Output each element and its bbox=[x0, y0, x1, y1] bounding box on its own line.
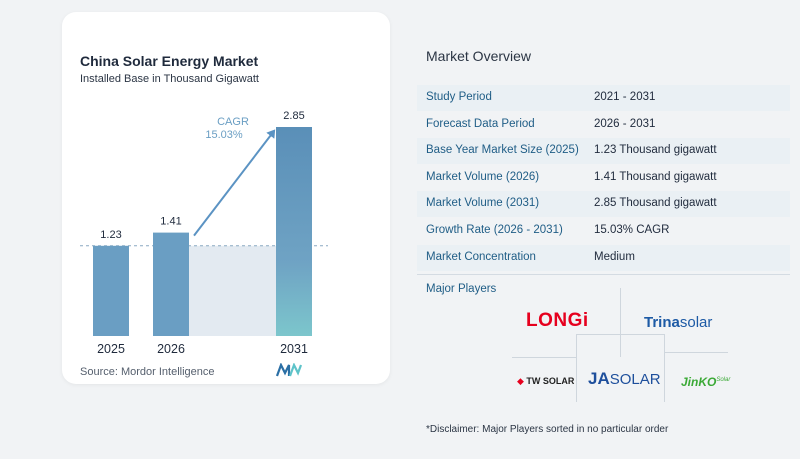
tw-solar-flame-icon: ◆ bbox=[517, 376, 527, 386]
disclaimer: *Disclaimer: Major Players sorted in no … bbox=[426, 424, 669, 435]
overview-row-value: 15.03% CAGR bbox=[594, 224, 670, 236]
logo-jinko: JinKOSolar bbox=[681, 375, 730, 389]
forecast-shade bbox=[189, 245, 276, 336]
overview-row: Study Period 2021 - 2031 bbox=[417, 85, 790, 111]
bars-group bbox=[93, 127, 312, 336]
overview-row-value: Medium bbox=[594, 250, 635, 263]
overview-row: Forecast Data Period 2026 - 2031 bbox=[417, 112, 790, 138]
logo-trina-text: Trina bbox=[644, 314, 680, 331]
logo-longi-text: LONGi bbox=[526, 310, 589, 331]
logo-longi: LONGi bbox=[526, 310, 589, 332]
overview-row-label: Study Period bbox=[426, 91, 492, 103]
x-tick-label: 2026 bbox=[157, 342, 185, 356]
overview-row-label: Market Volume (2031) bbox=[426, 197, 540, 210]
grid-line-box-right bbox=[664, 334, 665, 402]
players-title: Major Players bbox=[426, 283, 497, 295]
bar-value-label: 1.23 bbox=[100, 229, 121, 241]
overview-row-label: Market Volume (2026) bbox=[426, 170, 540, 183]
grid-line-vertical-top bbox=[620, 288, 621, 357]
logo-trinasolar: Trinasolar bbox=[644, 314, 712, 331]
logo-jinko-text: JinKO bbox=[681, 375, 717, 389]
cagr-arrow bbox=[193, 129, 276, 237]
logo-trina-solar-text: solar bbox=[679, 314, 713, 331]
overview-row-label: Base Year Market Size (2025) bbox=[426, 144, 579, 157]
source-note: Source: Mordor Intelligence bbox=[80, 366, 215, 378]
divider bbox=[417, 274, 790, 275]
grid-line-box-top bbox=[576, 334, 664, 335]
overview-row-label: Forecast Data Period bbox=[426, 117, 535, 130]
overview-row-value: 1.41 Thousand gigawatt bbox=[594, 170, 717, 183]
overview-row-value: 2026 - 2031 bbox=[594, 117, 656, 130]
overview-row-value: 1.23 Thousand gigawatt bbox=[594, 144, 717, 157]
forecast-region bbox=[80, 245, 328, 336]
bar-2031 bbox=[276, 127, 312, 336]
bar-2025 bbox=[93, 245, 129, 336]
overview-row: Market Concentration Medium bbox=[417, 244, 790, 271]
grid-line-horizontal-right bbox=[664, 352, 728, 353]
overview-title: Market Overview bbox=[426, 48, 532, 64]
grid-line-box-left bbox=[576, 334, 577, 402]
logo-jinko-sup-text: Solar bbox=[716, 377, 731, 383]
logo-tw-solar: ◆ TW SOLAR bbox=[517, 376, 574, 387]
logo-ja-text: JA bbox=[588, 369, 610, 388]
overview-row: Market Volume (2026) 1.41 Thousand gigawa… bbox=[417, 165, 790, 191]
logo-ja-solar: JASOLAR bbox=[588, 369, 661, 389]
overview-row: Growth Rate (2026 - 2031) 15.03% CAGR bbox=[417, 218, 790, 244]
overview-row-value: 2.85 Thousand gigawatt bbox=[594, 197, 717, 210]
cagr-value: 15.03% bbox=[205, 129, 243, 141]
cagr-label: CAGR bbox=[217, 116, 249, 128]
logo-tw-text: TW SOLAR bbox=[526, 376, 575, 386]
logo-ja-solar-text: SOLAR bbox=[609, 371, 661, 388]
bar-value-label: 2.85 bbox=[283, 110, 304, 122]
x-tick-label: 2025 bbox=[97, 342, 125, 356]
labels-group: 1.23 2025 1.41 2026 2.85 2031 bbox=[97, 110, 308, 356]
overview-row: Market Volume (2031) 2.85 Thousand gigawa… bbox=[417, 191, 790, 218]
x-tick-label: 2031 bbox=[280, 342, 308, 356]
overview-row-value: 2021 - 2031 bbox=[594, 91, 656, 103]
overview-row: Base Year Market Size (2025) 1.23 Thousan… bbox=[417, 138, 790, 165]
chart-subtitle: Installed Base in Thousand Gigawatt bbox=[80, 73, 259, 85]
bar-2026 bbox=[153, 232, 189, 336]
overview-row-label: Market Concentration bbox=[426, 250, 536, 263]
grid-line-horizontal-left bbox=[512, 357, 576, 358]
overview-row-label: Growth Rate (2026 - 2031) bbox=[426, 224, 563, 236]
bar-value-label: 1.41 bbox=[160, 216, 181, 228]
chart-title: China Solar Energy Market bbox=[80, 53, 259, 69]
mordor-logo-icon bbox=[276, 363, 302, 377]
